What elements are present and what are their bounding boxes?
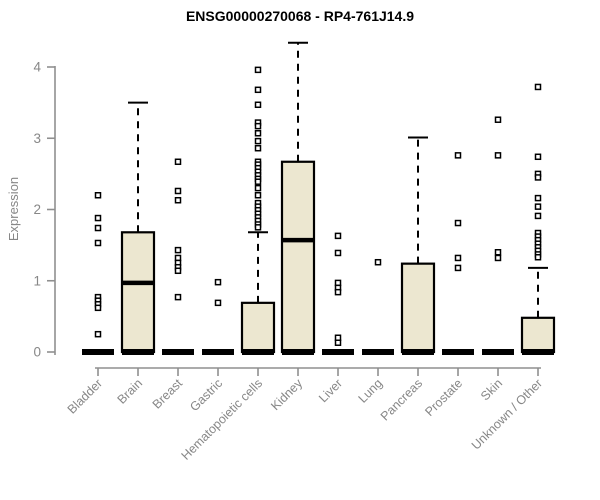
outlier-point (254, 224, 262, 231)
outlier-point (334, 288, 342, 296)
box-group-bladder (82, 192, 114, 355)
x-tick-label: Breast (150, 376, 186, 412)
outlier-point (334, 249, 342, 257)
box-group-unknown-other (520, 83, 556, 355)
box-group-lung (362, 258, 394, 355)
outlier-point (494, 254, 502, 262)
x-tick-label: Unknown / Other (469, 376, 545, 452)
outlier-point (334, 232, 342, 240)
outlier-point (214, 278, 222, 286)
box-group-liver (322, 232, 354, 355)
outlier-point (174, 293, 182, 301)
outlier-point (174, 187, 182, 195)
outlier-point (94, 224, 102, 232)
iqr-box (240, 301, 276, 354)
zero-bar (402, 349, 434, 355)
outlier-point (374, 258, 382, 266)
box-group-pancreas (400, 136, 436, 355)
x-tick-label: Skin (478, 376, 505, 403)
outlier-point (494, 152, 502, 159)
outlier-point (534, 212, 542, 220)
chart-title: ENSG00000270068 - RP4-761J14.9 (185, 8, 415, 24)
outlier-point (214, 299, 222, 307)
x-tick-label: Kidney (268, 376, 305, 413)
outlier-point (94, 214, 102, 222)
outlier-point (94, 192, 102, 199)
box-group-gastric (202, 278, 234, 355)
iqr-box (400, 262, 436, 354)
outlier-point (254, 130, 262, 137)
iqr-box (280, 160, 316, 354)
outlier-point (534, 203, 542, 210)
outlier-point (534, 83, 542, 91)
outlier-point (534, 194, 542, 202)
x-tick-label: Lung (356, 376, 386, 406)
outlier-point (254, 66, 262, 74)
box-group-kidney (280, 41, 316, 355)
y-tick-label: 4 (33, 60, 41, 75)
zero-bar (122, 349, 154, 355)
zero-bar (362, 349, 394, 355)
y-tick-label: 0 (33, 345, 41, 360)
zero-bar (522, 349, 554, 355)
outlier-point (254, 178, 262, 185)
outlier-point (334, 339, 342, 346)
outlier-point (254, 86, 262, 94)
outlier-point (254, 122, 262, 130)
iqr-box (520, 316, 556, 354)
outlier-point (454, 264, 462, 272)
y-tick-label: 2 (33, 202, 41, 217)
outlier-point (494, 249, 502, 256)
box-group-breast (162, 158, 194, 355)
outlier-point (254, 192, 262, 199)
zero-bar (322, 349, 354, 355)
outlier-point (174, 196, 182, 204)
outlier-point (254, 184, 262, 192)
x-tick-label: Brain (115, 376, 146, 407)
zero-bar (202, 349, 234, 355)
outlier-point (454, 254, 462, 262)
x-tick-label: Liver (316, 376, 345, 405)
outlier-point (534, 153, 542, 161)
y-tick-label: 3 (33, 131, 41, 146)
box-group-skin (482, 116, 514, 355)
outlier-point (454, 152, 462, 159)
outlier-point (534, 174, 542, 181)
zero-bar (442, 349, 474, 355)
outlier-point (94, 330, 102, 338)
outlier-point (494, 116, 502, 123)
outlier-point (254, 101, 262, 109)
outlier-point (174, 158, 182, 166)
outlier-point (94, 304, 102, 312)
box-group-hematopoietic-cells (240, 66, 276, 355)
box-group-prostate (442, 152, 474, 355)
outlier-point (534, 253, 542, 261)
iqr-box (120, 231, 156, 354)
zero-bar (242, 349, 274, 355)
outlier-point (174, 246, 182, 254)
x-tick-label: Gastric (187, 376, 225, 414)
outlier-point (254, 137, 262, 145)
y-tick-label: 1 (33, 273, 41, 288)
x-tick-label: Pancreas (378, 376, 425, 423)
x-tick-label: Bladder (65, 376, 105, 416)
box-group-brain (120, 101, 156, 355)
outlier-point (94, 239, 102, 247)
zero-bar (482, 349, 514, 355)
zero-bar (162, 349, 194, 355)
outlier-point (454, 219, 462, 227)
zero-bar (282, 349, 314, 355)
zero-bar (82, 349, 114, 355)
outlier-point (254, 144, 262, 152)
x-tick-label: Prostate (422, 376, 465, 419)
outlier-point (174, 267, 182, 275)
